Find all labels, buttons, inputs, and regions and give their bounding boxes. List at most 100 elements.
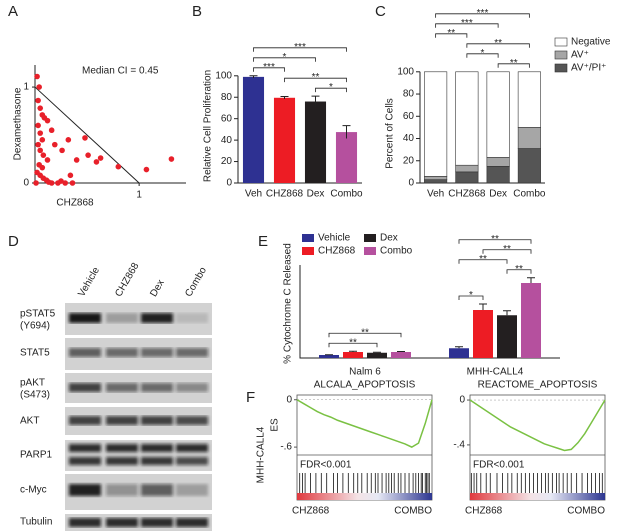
band <box>69 348 101 357</box>
y-axis-label: MHH-CALL4 <box>256 426 267 483</box>
significance-label: *** <box>461 18 473 29</box>
row-site-label: (S473) <box>20 390 50 401</box>
point <box>44 157 51 163</box>
bar-segment <box>486 166 510 184</box>
point <box>59 147 65 154</box>
legend-label: Dex <box>380 233 398 244</box>
y-tick-label: 0 <box>459 395 465 406</box>
significance-bracket <box>482 249 532 254</box>
significance-label: ** <box>515 264 523 275</box>
significance-label: ** <box>494 38 502 49</box>
legend-label: CHZ868 <box>318 246 356 257</box>
error-bar <box>311 95 320 107</box>
bar-segment <box>486 71 510 158</box>
row-label: pAKT <box>20 378 45 389</box>
significance-label: ** <box>510 58 518 69</box>
point <box>48 127 55 134</box>
reference-line <box>34 86 140 184</box>
error-bar <box>527 277 535 283</box>
panel-label: F <box>246 389 255 406</box>
point <box>37 130 44 136</box>
point <box>65 137 72 143</box>
x-end-label: COMBO <box>567 506 605 517</box>
point <box>51 141 58 148</box>
significance-bracket <box>315 87 347 93</box>
significance-bracket <box>497 63 530 68</box>
y-tick-label: 60 <box>403 111 415 122</box>
y-tick-label: 80 <box>221 92 233 103</box>
significance-label: *** <box>263 62 275 73</box>
band <box>106 383 138 392</box>
point <box>44 117 51 124</box>
row-label: PARP1 <box>20 450 52 461</box>
point <box>39 164 46 171</box>
panel-label: B <box>192 3 202 20</box>
y-tick-label: 20 <box>221 156 233 167</box>
significance-bracket <box>506 269 532 274</box>
significance-bracket <box>328 342 378 348</box>
y-tick-label: 100 <box>215 70 232 81</box>
legend-swatch <box>554 63 568 73</box>
bar <box>521 283 541 358</box>
point <box>37 105 44 111</box>
bar <box>273 97 296 183</box>
significance-bracket <box>253 47 347 52</box>
error-bar <box>342 125 351 139</box>
point <box>48 180 55 186</box>
significance-label: ** <box>361 327 369 338</box>
y-axis-label: Relative Cell Proliferation <box>203 70 214 182</box>
error-bar <box>479 303 487 310</box>
band <box>141 457 173 465</box>
point <box>73 157 80 163</box>
rank-gradient <box>297 493 432 500</box>
band <box>69 444 101 452</box>
bar <box>335 132 358 183</box>
annotation: FDR<0.001 <box>473 460 525 471</box>
y-tick-label: 40 <box>221 135 233 146</box>
western-blot <box>65 303 212 531</box>
band <box>69 484 101 496</box>
error-bar <box>455 346 463 349</box>
x-end-label: COMBO <box>394 506 432 517</box>
row-site-label: (Y694) <box>20 321 50 332</box>
row-label: pSTAT5 <box>20 309 56 320</box>
significance-bracket <box>435 13 530 18</box>
band <box>106 444 138 452</box>
significance-bracket <box>253 67 285 72</box>
band <box>69 457 101 465</box>
point <box>67 172 74 179</box>
blot-bands <box>69 313 208 323</box>
band <box>176 383 208 392</box>
row-label: AKT <box>20 416 39 427</box>
bar <box>304 101 327 183</box>
point <box>39 137 46 143</box>
point <box>82 135 88 141</box>
significance-bracket <box>328 332 402 338</box>
band <box>106 457 138 465</box>
significance-label: * <box>329 82 333 93</box>
band <box>69 518 101 527</box>
significance-label: * <box>283 52 287 63</box>
band <box>141 518 173 527</box>
significance-bracket <box>284 77 347 83</box>
annotation: FDR<0.001 <box>300 460 352 471</box>
band <box>176 518 208 527</box>
lane-label: CHZ868 <box>113 261 141 299</box>
y-tick-label: 80 <box>403 89 415 100</box>
y-tick-label: -.6 <box>280 442 292 453</box>
point <box>34 73 40 80</box>
point <box>85 152 91 158</box>
band <box>69 383 101 392</box>
blot-strip <box>65 514 212 531</box>
x-tick-label: MHH-CALL4 <box>467 367 524 378</box>
significance-bracket <box>466 53 499 58</box>
row-label: c-Myc <box>20 485 47 496</box>
y-tick-label: 0 <box>286 394 292 405</box>
rank-gradient <box>470 493 605 500</box>
y-tick-label: 0 <box>23 178 29 189</box>
band <box>176 444 208 452</box>
significance-label: *** <box>477 8 489 19</box>
band <box>141 484 173 496</box>
point <box>35 97 41 104</box>
significance-bracket <box>458 259 508 264</box>
